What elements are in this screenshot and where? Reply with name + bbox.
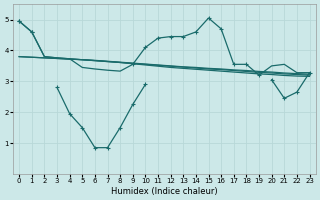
X-axis label: Humidex (Indice chaleur): Humidex (Indice chaleur) xyxy=(111,187,218,196)
